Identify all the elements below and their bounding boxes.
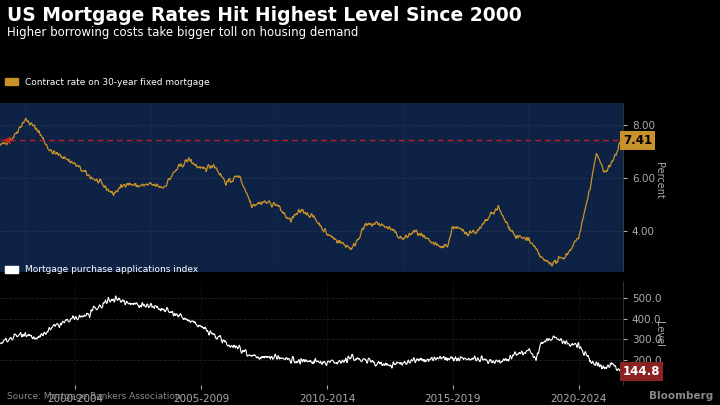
- Text: US Mortgage Rates Hit Highest Level Since 2000: US Mortgage Rates Hit Highest Level Sinc…: [7, 6, 522, 25]
- Legend: Mortgage purchase applications index: Mortgage purchase applications index: [4, 265, 199, 274]
- Text: Level: Level: [654, 321, 664, 347]
- Text: Percent: Percent: [654, 162, 664, 199]
- Text: Bloomberg: Bloomberg: [649, 391, 713, 401]
- Text: 144.8: 144.8: [623, 365, 660, 378]
- Legend: Contract rate on 30-year fixed mortgage: Contract rate on 30-year fixed mortgage: [4, 77, 210, 87]
- Text: Source: Mortgage Bankers Association: Source: Mortgage Bankers Association: [7, 392, 181, 401]
- Text: Higher borrowing costs take bigger toll on housing demand: Higher borrowing costs take bigger toll …: [7, 26, 359, 39]
- Text: 7.41: 7.41: [623, 134, 652, 147]
